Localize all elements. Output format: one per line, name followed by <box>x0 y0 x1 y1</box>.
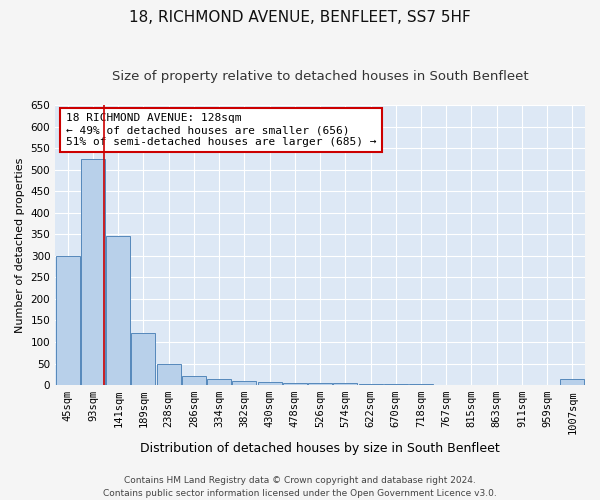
Text: Contains HM Land Registry data © Crown copyright and database right 2024.
Contai: Contains HM Land Registry data © Crown c… <box>103 476 497 498</box>
Bar <box>384 384 408 385</box>
X-axis label: Distribution of detached houses by size in South Benfleet: Distribution of detached houses by size … <box>140 442 500 455</box>
Bar <box>308 383 332 385</box>
Text: 18, RICHMOND AVENUE, BENFLEET, SS7 5HF: 18, RICHMOND AVENUE, BENFLEET, SS7 5HF <box>129 10 471 25</box>
Bar <box>409 384 433 385</box>
Bar <box>131 334 155 385</box>
Bar <box>106 236 130 385</box>
Y-axis label: Number of detached properties: Number of detached properties <box>15 158 25 332</box>
Bar <box>157 364 181 385</box>
Bar <box>81 159 105 385</box>
Bar <box>359 384 383 385</box>
Bar <box>334 383 357 385</box>
Title: Size of property relative to detached houses in South Benfleet: Size of property relative to detached ho… <box>112 70 529 83</box>
Bar <box>232 380 256 385</box>
Bar <box>56 256 80 385</box>
Bar <box>182 376 206 385</box>
Bar <box>283 383 307 385</box>
Bar <box>207 380 231 385</box>
Text: 18 RICHMOND AVENUE: 128sqm
← 49% of detached houses are smaller (656)
51% of sem: 18 RICHMOND AVENUE: 128sqm ← 49% of deta… <box>66 114 376 146</box>
Bar <box>560 380 584 385</box>
Bar <box>257 382 281 385</box>
